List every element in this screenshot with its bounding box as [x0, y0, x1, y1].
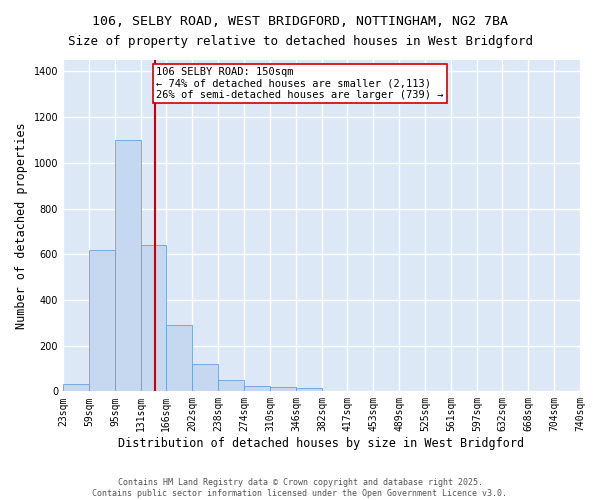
- Bar: [192, 364, 218, 392]
- Text: 106, SELBY ROAD, WEST BRIDGFORD, NOTTINGHAM, NG2 7BA: 106, SELBY ROAD, WEST BRIDGFORD, NOTTING…: [92, 15, 508, 28]
- Text: Size of property relative to detached houses in West Bridgford: Size of property relative to detached ho…: [67, 35, 533, 48]
- Bar: [63, 384, 89, 392]
- X-axis label: Distribution of detached houses by size in West Bridgford: Distribution of detached houses by size …: [118, 437, 524, 450]
- Bar: [270, 387, 296, 392]
- Bar: [89, 250, 115, 392]
- Text: 106 SELBY ROAD: 150sqm
← 74% of detached houses are smaller (2,113)
26% of semi-: 106 SELBY ROAD: 150sqm ← 74% of detached…: [156, 67, 443, 100]
- Y-axis label: Number of detached properties: Number of detached properties: [15, 122, 28, 329]
- Bar: [244, 386, 270, 392]
- Bar: [218, 380, 244, 392]
- Bar: [115, 140, 141, 392]
- Bar: [166, 325, 192, 392]
- Bar: [296, 388, 322, 392]
- Bar: [141, 245, 166, 392]
- Text: Contains HM Land Registry data © Crown copyright and database right 2025.
Contai: Contains HM Land Registry data © Crown c…: [92, 478, 508, 498]
